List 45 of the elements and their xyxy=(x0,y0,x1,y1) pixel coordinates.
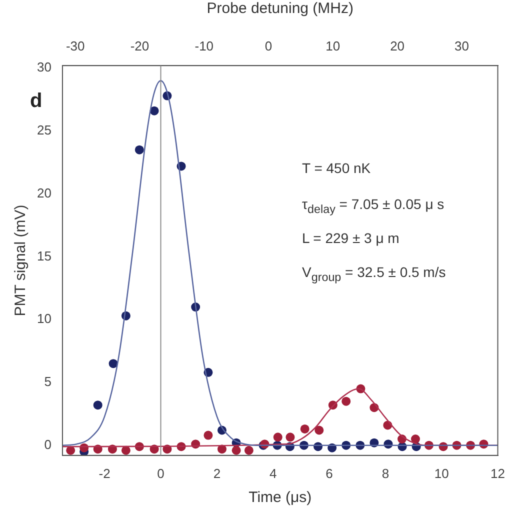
y-axis-title: PMT signal (mV) xyxy=(12,204,30,316)
y-tick-label: 25 xyxy=(36,122,52,138)
point xyxy=(286,432,295,442)
x2-axis-title: Probe detuning (MHz) xyxy=(206,0,354,18)
point xyxy=(108,359,118,368)
point xyxy=(314,426,324,435)
point xyxy=(244,446,254,455)
point xyxy=(204,430,213,440)
point xyxy=(300,424,310,434)
x-tick-label: 0 xyxy=(157,466,164,481)
point xyxy=(150,106,159,116)
y-tick-label: 0 xyxy=(44,436,52,452)
y-tick-label: 15 xyxy=(36,248,52,264)
x-tick-label: 6 xyxy=(326,466,333,481)
point xyxy=(93,400,102,410)
y-tick-label: 5 xyxy=(44,374,52,390)
point xyxy=(232,446,241,455)
x-tick-label: -2 xyxy=(98,466,110,481)
point xyxy=(121,446,130,455)
annotation: V$_{group}$ = 32.5 ± 0.5 m/s xyxy=(302,264,446,284)
x2-tick-label: 20 xyxy=(390,38,405,54)
x-tick-label: 2 xyxy=(213,466,221,481)
annotation: L = 229 ± 3 μ m xyxy=(302,230,400,246)
x-tick-label: 10 xyxy=(434,466,449,481)
x2-tick-label: -30 xyxy=(66,38,85,54)
point xyxy=(134,145,144,154)
x2-tick-label: -10 xyxy=(194,38,214,54)
x-tick-label: 4 xyxy=(269,466,277,481)
x2-tick-label: 0 xyxy=(264,38,272,54)
annotation: τ$_{delay}$ = 7.05 ± 0.05 μ s xyxy=(302,196,444,216)
text: d xyxy=(30,90,42,113)
annotation: T = 450 nK xyxy=(302,160,371,176)
x2-tick-label: -20 xyxy=(130,38,150,54)
x-tick-label: 12 xyxy=(490,466,506,481)
y-tick-label: 30 xyxy=(36,60,52,75)
point xyxy=(342,396,351,406)
y-tick-label: 10 xyxy=(36,311,52,326)
x2-tick-label: 30 xyxy=(454,38,469,54)
point xyxy=(66,446,76,455)
x-tick-label: 8 xyxy=(382,466,390,481)
point xyxy=(273,432,282,442)
y-tick-label: 20 xyxy=(36,185,52,200)
x-axis-title: Time (μs) xyxy=(248,489,312,506)
point xyxy=(410,434,420,444)
x2-tick-label: 10 xyxy=(326,38,340,54)
